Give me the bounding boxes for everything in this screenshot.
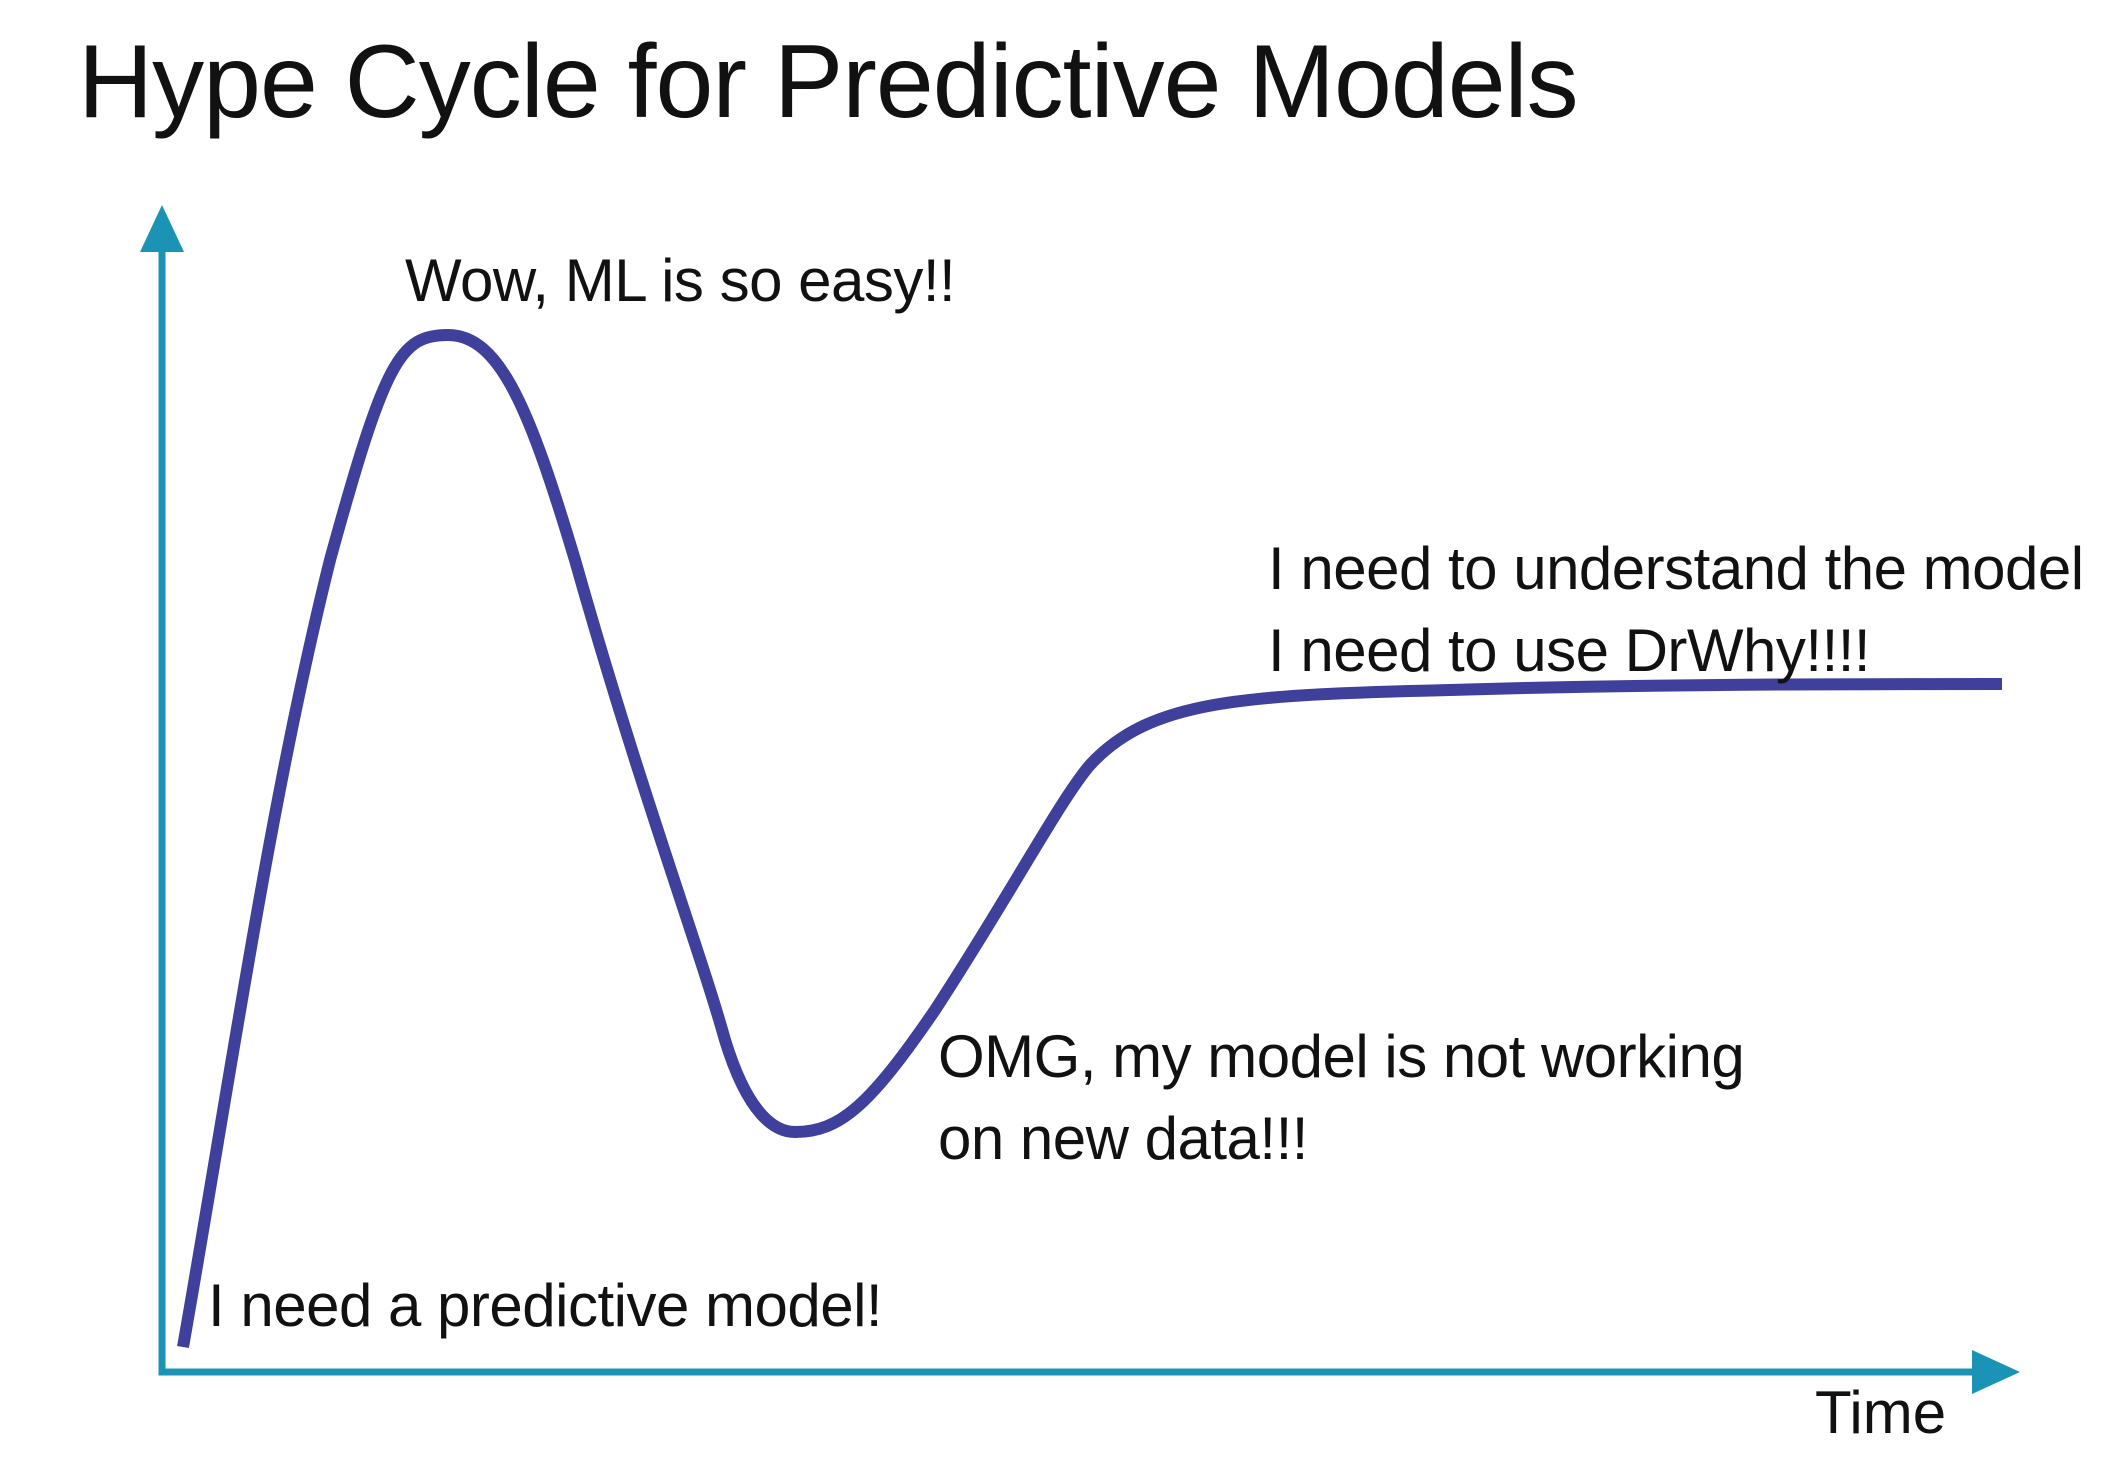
x-axis-label: Time — [1815, 1379, 1947, 1446]
x-axis-arrowhead — [1972, 1350, 2020, 1394]
annotation-plateau: I need to understand the model I need to… — [1268, 528, 2084, 692]
annotation-trough: OMG, my model is not working on new data… — [938, 1016, 1745, 1180]
annotation-trough-line: OMG, my model is not working — [938, 1023, 1745, 1090]
annotation-start: I need a predictive model! — [208, 1265, 883, 1347]
annotation-plateau-line: I need to understand the model — [1268, 535, 2084, 602]
hype-curve — [177, 329, 2003, 1349]
annotation-trough-line: on new data!!! — [938, 1105, 1308, 1172]
page-title: Hype Cycle for Predictive Models — [78, 24, 1579, 140]
annotation-plateau-line: I need to use DrWhy!!!! — [1268, 617, 1871, 684]
annotation-peak-line: Wow, ML is so easy!! — [405, 247, 956, 314]
annotation-start-line: I need a predictive model! — [208, 1272, 883, 1339]
annotation-peak: Wow, ML is so easy!! — [405, 240, 956, 322]
y-axis-arrowhead — [140, 205, 184, 252]
